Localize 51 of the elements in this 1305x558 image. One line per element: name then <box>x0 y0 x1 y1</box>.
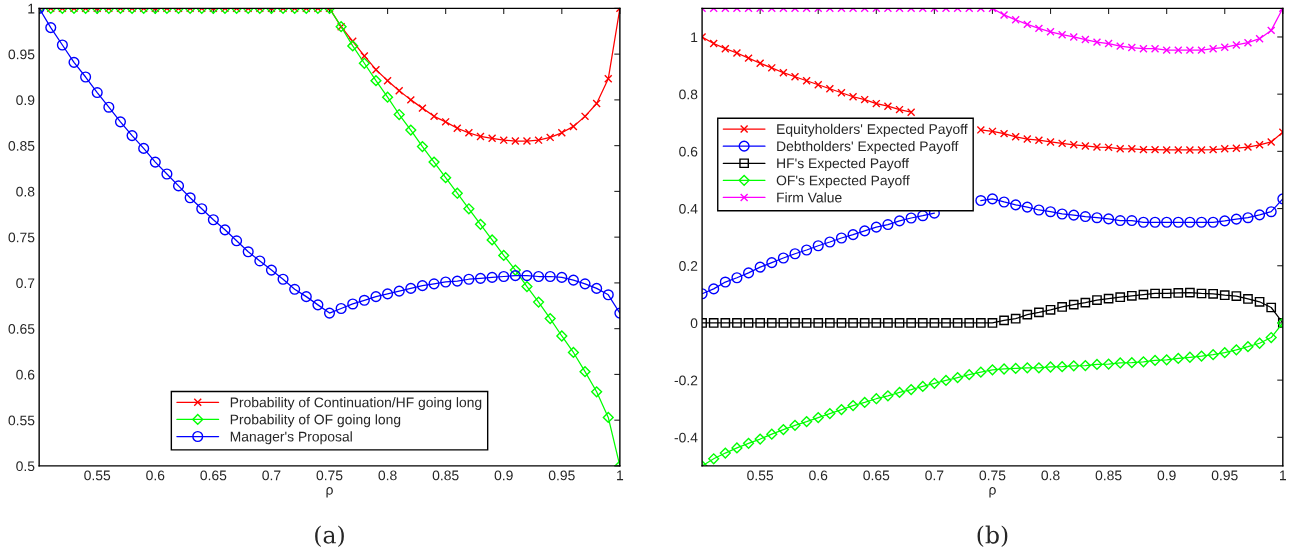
x-tick-label: 0.9 <box>1157 470 1176 481</box>
y-tick-label: 0.5 <box>16 461 35 472</box>
legend-label: Probability of Continuation/HF going long <box>230 397 482 411</box>
y-tick-label: 0.7 <box>16 278 35 289</box>
x-tick-label: 0.85 <box>1095 470 1122 481</box>
y-tick-label: -0.4 <box>674 432 698 443</box>
x-tick-label: 0.6 <box>809 470 828 481</box>
x-tick-label: 0.6 <box>146 470 165 481</box>
x-tick-label: 0.95 <box>1211 470 1238 481</box>
legend-label: Debtholders' Expected Payoff <box>777 140 959 154</box>
legend-label: Equityholders' Expected Payoff <box>777 123 968 137</box>
legend-label: Manager's Proposal <box>230 431 352 445</box>
x-tick-label: 0.75 <box>316 470 343 481</box>
x-tick-label: 0.8 <box>1041 470 1060 481</box>
y-tick-label: 0.75 <box>8 232 35 243</box>
x-tick-label: 0.55 <box>747 470 774 481</box>
y-tick-label: 0 <box>690 318 698 329</box>
legend-label: Firm Value <box>777 192 842 203</box>
x-tick-label: 0.9 <box>494 470 513 481</box>
x-tick-label: 0.65 <box>863 470 890 481</box>
y-tick-label: 1 <box>28 3 35 14</box>
y-tick-label: 0.9 <box>16 95 35 106</box>
y-tick-label: 0.6 <box>679 146 698 157</box>
legend-label: OF's Expected Payoff <box>776 175 910 189</box>
y-tick-label: 0.2 <box>679 261 698 271</box>
x-tick-label: 0.7 <box>925 470 944 481</box>
x-tick-label: 1 <box>1280 470 1286 481</box>
y-tick-label: 0.8 <box>679 89 698 100</box>
x-tick-label: 0.75 <box>979 470 1006 481</box>
x-tick-label: 1 <box>617 470 624 481</box>
text: (a) <box>315 525 344 548</box>
x-tick-label: 0.7 <box>262 470 281 481</box>
y-tick-label: 0.6 <box>16 369 35 380</box>
x-axis-title: ρ <box>989 487 996 498</box>
x-tick-label: 0.65 <box>200 470 227 481</box>
x-tick-label: 0.55 <box>84 470 111 481</box>
x-tick-label: 0.85 <box>432 470 459 481</box>
y-tick-label: 0.95 <box>8 49 35 60</box>
y-tick-label: 0.4 <box>679 203 698 214</box>
y-tick-label: 0.55 <box>8 415 35 426</box>
legend-label: HF's Expected Payoff <box>777 158 909 171</box>
x-axis-title: ρ <box>326 487 333 498</box>
text: (b) <box>977 525 1008 548</box>
legend-label: Probability of OF going long <box>230 414 401 428</box>
y-tick-label: -0.2 <box>674 375 698 386</box>
y-tick-label: 1 <box>691 32 698 42</box>
x-tick-label: 0.8 <box>378 470 397 481</box>
y-tick-label: 0.65 <box>8 324 35 334</box>
y-tick-label: 0.8 <box>16 186 35 197</box>
x-tick-label: 0.95 <box>548 470 575 481</box>
y-tick-label: 0.85 <box>8 140 35 151</box>
